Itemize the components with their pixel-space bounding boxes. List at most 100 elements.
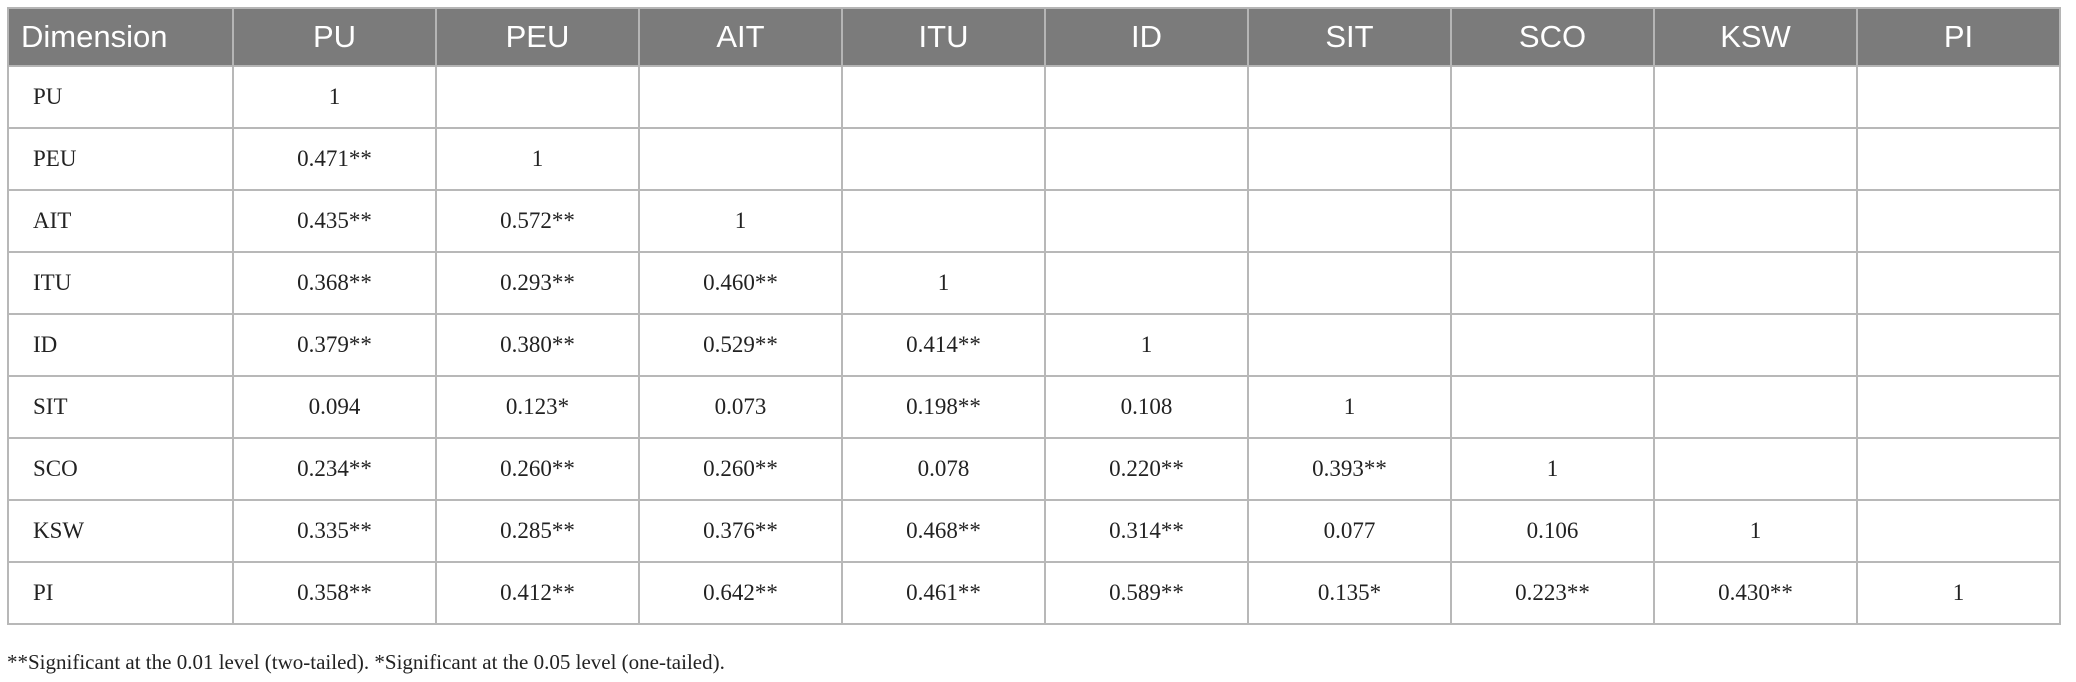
table-cell: 1 [1247,375,1452,439]
column-header: SIT [1247,7,1452,67]
table-cell: 0.376** [638,499,843,563]
empty-cell [1450,251,1655,315]
empty-cell [435,65,640,129]
table-cell: 0.260** [638,437,843,501]
table-cell: 0.461** [841,561,1046,625]
table-cell: 0.293** [435,251,640,315]
empty-cell [1450,189,1655,253]
table-cell: 0.220** [1044,437,1249,501]
table-cell: 1 [638,189,843,253]
empty-cell [1856,313,2061,377]
table-cell: 1 [435,127,640,191]
table-cell: 0.412** [435,561,640,625]
table-cell: 0.108 [1044,375,1249,439]
table-row: KSW 0.335** 0.285** 0.376** 0.468** 0.314** 0.… [7,499,2061,563]
table-cell: 0.380** [435,313,640,377]
table-cell: 0.335** [232,499,437,563]
empty-cell [1653,251,1858,315]
empty-cell [1856,65,2061,129]
empty-cell [1653,375,1858,439]
table-body: PU 1 PEU 0.471** 1 AIT 0.435** 0.572** 1 ITU 0.368… [7,65,2061,625]
empty-cell [1247,313,1452,377]
table-cell: 0.430** [1653,561,1858,625]
table-row: AIT 0.435** 0.572** 1 [7,189,2061,253]
table-cell: 0.314** [1044,499,1249,563]
table-cell: 0.460** [638,251,843,315]
row-label: PI [7,561,234,625]
table-row: PEU 0.471** 1 [7,127,2061,191]
column-header: ITU [841,7,1046,67]
empty-cell [638,65,843,129]
empty-cell [841,127,1046,191]
table-cell: 0.223** [1450,561,1655,625]
table-cell: 0.234** [232,437,437,501]
table-wrapper: Dimension PU PEU AIT ITU ID SIT SCO KSW PI PU 1 PEU… [7,7,2061,625]
empty-cell [1856,499,2061,563]
table-cell: 0.642** [638,561,843,625]
empty-cell [1247,65,1452,129]
table-cell: 1 [1653,499,1858,563]
empty-cell [1653,127,1858,191]
table-cell: 0.589** [1044,561,1249,625]
table-cell: 0.435** [232,189,437,253]
empty-cell [1450,65,1655,129]
empty-cell [1044,127,1249,191]
table-cell: 1 [841,251,1046,315]
row-label: SCO [7,437,234,501]
table-row: ID 0.379** 0.380** 0.529** 0.414** 1 [7,313,2061,377]
table-row: SCO 0.234** 0.260** 0.260** 0.078 0.220** 0.39… [7,437,2061,501]
row-label: KSW [7,499,234,563]
empty-cell [1450,127,1655,191]
table-cell: 1 [1856,561,2061,625]
column-header: PEU [435,7,640,67]
table-cell: 0.572** [435,189,640,253]
table-cell: 0.529** [638,313,843,377]
empty-cell [1247,127,1452,191]
empty-cell [1247,189,1452,253]
empty-cell [1856,189,2061,253]
empty-cell [1450,375,1655,439]
table-cell: 0.393** [1247,437,1452,501]
empty-cell [1653,65,1858,129]
empty-cell [1247,251,1452,315]
empty-cell [841,65,1046,129]
table-cell: 0.106 [1450,499,1655,563]
table-cell: 0.379** [232,313,437,377]
row-label: ITU [7,251,234,315]
row-label: SIT [7,375,234,439]
table-cell: 0.123* [435,375,640,439]
table-cell: 1 [1450,437,1655,501]
column-header: SCO [1450,7,1655,67]
empty-cell [1653,313,1858,377]
empty-cell [1044,65,1249,129]
table-cell: 0.073 [638,375,843,439]
empty-cell [1044,189,1249,253]
empty-cell [638,127,843,191]
table-cell: 0.414** [841,313,1046,377]
column-header: Dimension [7,7,234,67]
empty-cell [1856,437,2061,501]
table-cell: 0.135* [1247,561,1452,625]
row-label: PEU [7,127,234,191]
column-header: KSW [1653,7,1858,67]
table-cell: 0.094 [232,375,437,439]
table-row: ITU 0.368** 0.293** 0.460** 1 [7,251,2061,315]
table-cell: 1 [1044,313,1249,377]
table-cell: 0.368** [232,251,437,315]
table-cell: 0.468** [841,499,1046,563]
empty-cell [1856,127,2061,191]
empty-cell [1856,251,2061,315]
table-cell: 0.358** [232,561,437,625]
empty-cell [1653,189,1858,253]
table-cell: 0.285** [435,499,640,563]
empty-cell [1450,313,1655,377]
footnote: **Significant at the 0.01 level (two-tai… [7,650,725,674]
empty-cell [1044,251,1249,315]
row-label: AIT [7,189,234,253]
table-row: PU 1 [7,65,2061,129]
table-cell: 0.471** [232,127,437,191]
table-row: PI 0.358** 0.412** 0.642** 0.461** 0.589** 0.1… [7,561,2061,625]
empty-cell [1856,375,2061,439]
table-cell: 0.078 [841,437,1046,501]
